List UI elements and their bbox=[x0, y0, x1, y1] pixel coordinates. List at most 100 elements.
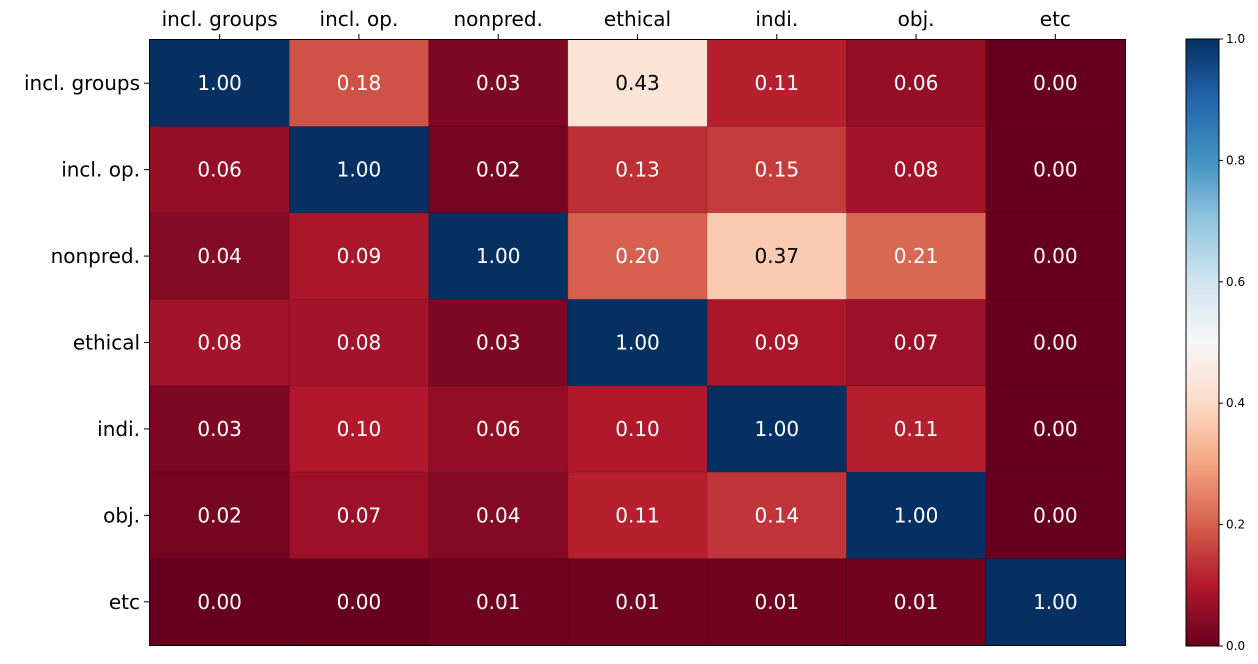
cell-value-label-1-2: 0.02 bbox=[476, 158, 521, 182]
cell-value-label-1-4: 0.15 bbox=[755, 158, 800, 182]
cell-value-label-3-4: 0.09 bbox=[755, 331, 800, 355]
y-tick-label: etc bbox=[109, 590, 140, 614]
cell-value-label-0-6: 0.00 bbox=[1033, 71, 1078, 95]
heatmap-cell-6-2 bbox=[428, 558, 569, 646]
cell-value-label-0-2: 0.03 bbox=[476, 71, 521, 95]
cell-value-label-4-4: 1.00 bbox=[755, 417, 800, 441]
cell-value-label-2-4: 0.37 bbox=[755, 244, 800, 268]
cell-value-label-2-0: 0.04 bbox=[197, 244, 242, 268]
y-axis-left: incl. groups incl. op. nonpred. ethical indi… bbox=[24, 71, 150, 614]
cell-value-label-0-0: 1.00 bbox=[197, 71, 242, 95]
heatmap-cell-2-1 bbox=[289, 212, 430, 300]
cell-value-label-3-5: 0.07 bbox=[894, 331, 939, 355]
heatmap-cell-2-0 bbox=[150, 212, 290, 300]
heatmap-cell-0-2 bbox=[428, 40, 569, 127]
x-tick-label: incl. op. bbox=[320, 7, 399, 31]
heatmap-cell-3-4 bbox=[707, 299, 847, 387]
heatmap-cell-6-4 bbox=[707, 558, 847, 646]
heatmap-cell-5-0 bbox=[150, 472, 290, 560]
heatmap-cell-4-5 bbox=[846, 385, 987, 473]
cell-value-label-5-2: 0.04 bbox=[476, 503, 521, 527]
cell-value-label-6-2: 0.01 bbox=[476, 590, 521, 614]
heatmap-cell-6-1 bbox=[289, 558, 430, 646]
heatmap-cell-2-5 bbox=[846, 212, 987, 300]
cell-value-label-5-6: 0.00 bbox=[1033, 503, 1078, 527]
heatmap-cell-5-6 bbox=[985, 472, 1126, 560]
heatmap-cell-0-3 bbox=[567, 40, 708, 127]
cell-value-label-6-1: 0.00 bbox=[337, 590, 382, 614]
cell-value-label-3-2: 0.03 bbox=[476, 331, 521, 355]
heatmap-cell-5-5 bbox=[846, 472, 987, 560]
cell-value-label-3-6: 0.00 bbox=[1033, 331, 1078, 355]
heatmap-cell-2-3 bbox=[567, 212, 708, 300]
heatmap-cell-1-0 bbox=[150, 126, 290, 214]
cell-value-label-2-1: 0.09 bbox=[337, 244, 382, 268]
x-axis-top: incl. groups incl. op. nonpred. ethical indi… bbox=[162, 7, 1071, 40]
cell-value-label-6-0: 0.00 bbox=[197, 590, 242, 614]
heatmap-cell-5-2 bbox=[428, 472, 569, 560]
heatmap-cell-0-0 bbox=[150, 40, 290, 127]
heatmap-cell-4-2 bbox=[428, 385, 569, 473]
heatmap-cells bbox=[150, 40, 1126, 646]
cell-value-label-0-3: 0.43 bbox=[615, 71, 660, 95]
cell-value-label-5-4: 0.14 bbox=[755, 503, 800, 527]
cell-value-label-6-5: 0.01 bbox=[894, 590, 939, 614]
heatmap-cell-0-1 bbox=[289, 40, 430, 127]
heatmap-cell-2-4 bbox=[707, 212, 847, 300]
heatmap-cell-1-2 bbox=[428, 126, 569, 214]
cell-value-label-4-6: 0.00 bbox=[1033, 417, 1078, 441]
cell-value-label-4-0: 0.03 bbox=[197, 417, 242, 441]
heatmap-cell-6-5 bbox=[846, 558, 987, 646]
cell-value-label-6-3: 0.01 bbox=[615, 590, 660, 614]
cell-value-label-4-3: 0.10 bbox=[615, 417, 660, 441]
cell-value-label-3-3: 1.00 bbox=[615, 331, 660, 355]
y-tick-label: incl. groups bbox=[24, 71, 140, 95]
y-tick-label: nonpred. bbox=[51, 244, 140, 268]
colorbar-gradient bbox=[1185, 38, 1220, 647]
heatmap-cell-4-6 bbox=[985, 385, 1126, 473]
cell-value-label-0-5: 0.06 bbox=[894, 71, 939, 95]
heatmap-cell-1-1 bbox=[289, 126, 430, 214]
cell-value-label-2-6: 0.00 bbox=[1033, 244, 1078, 268]
heatmap-cell-0-5 bbox=[846, 40, 987, 127]
cell-value-label-3-0: 0.08 bbox=[197, 331, 242, 355]
heatmap-cell-3-3 bbox=[567, 299, 708, 387]
y-tick-label: ethical bbox=[73, 331, 140, 355]
plot-frame bbox=[149, 39, 1126, 646]
cell-value-label-1-3: 0.13 bbox=[615, 158, 660, 182]
heatmap-cell-3-0 bbox=[150, 299, 290, 387]
heatmap-cell-5-1 bbox=[289, 472, 430, 560]
heatmap-cell-3-2 bbox=[428, 299, 569, 387]
cell-value-label-5-0: 0.02 bbox=[197, 503, 242, 527]
cell-value-label-1-6: 0.00 bbox=[1033, 158, 1078, 182]
heatmap-cell-3-6 bbox=[985, 299, 1126, 387]
colorbar-tick-label: 0.0 bbox=[1226, 639, 1245, 653]
cell-value-label-4-2: 0.06 bbox=[476, 417, 521, 441]
heatmap-cell-6-0 bbox=[150, 558, 290, 646]
heatmap-cell-2-6 bbox=[985, 212, 1126, 300]
cell-value-label-1-5: 0.08 bbox=[894, 158, 939, 182]
heatmap-cell-6-3 bbox=[567, 558, 708, 646]
colorbar-tick-label: 0.8 bbox=[1226, 153, 1245, 167]
colorbar-tick-label: 0.2 bbox=[1226, 518, 1245, 532]
y-tick-label: indi. bbox=[97, 417, 140, 441]
heatmap-cell-3-5 bbox=[846, 299, 987, 387]
colorbar-ticks: 0.0 0.2 0.4 0.6 0.8 1.0 bbox=[1219, 32, 1245, 653]
heatmap-cell-0-6 bbox=[985, 40, 1126, 127]
heatmap-cell-labels: 1.00 0.18 0.03 0.43 0.11 0.06 0.00 0.06 1.00 0.02… bbox=[197, 71, 1077, 614]
heatmap-cell-3-1 bbox=[289, 299, 430, 387]
heatmap-cell-2-2 bbox=[428, 212, 569, 300]
cell-value-label-0-4: 0.11 bbox=[755, 71, 800, 95]
colorbar-tick-label: 0.6 bbox=[1226, 275, 1245, 289]
cell-value-label-6-4: 0.01 bbox=[755, 590, 800, 614]
heatmap-cell-4-0 bbox=[150, 385, 290, 473]
colorbar-tick-label: 0.4 bbox=[1226, 396, 1245, 410]
cell-value-label-5-1: 0.07 bbox=[337, 503, 382, 527]
heatmap-cell-4-3 bbox=[567, 385, 708, 473]
cell-value-label-5-5: 1.00 bbox=[894, 503, 939, 527]
cell-value-label-3-1: 0.08 bbox=[337, 331, 382, 355]
cell-value-label-6-6: 1.00 bbox=[1033, 590, 1078, 614]
x-tick-label: indi. bbox=[755, 7, 798, 31]
